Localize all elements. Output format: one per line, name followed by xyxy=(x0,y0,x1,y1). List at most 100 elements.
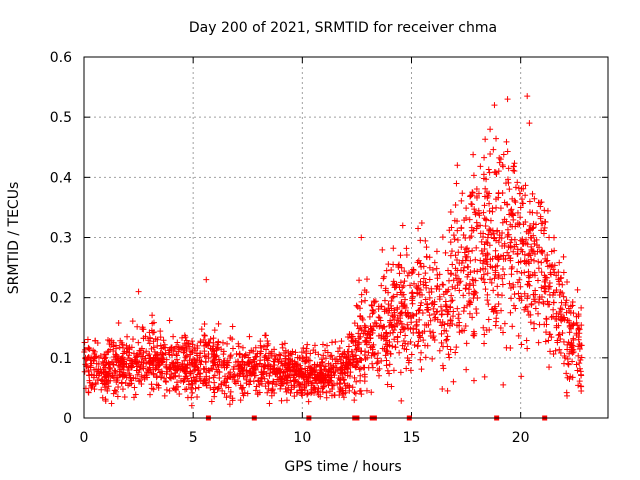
data-point xyxy=(197,350,204,357)
data-point xyxy=(497,324,504,331)
data-point xyxy=(162,378,169,385)
data-point xyxy=(346,373,353,380)
data-point xyxy=(487,126,494,133)
data-point xyxy=(236,351,243,358)
data-point xyxy=(530,291,537,298)
data-point xyxy=(296,383,303,390)
data-point xyxy=(101,355,108,362)
data-point xyxy=(402,332,409,339)
data-point xyxy=(291,360,298,367)
data-point xyxy=(473,244,480,251)
data-point xyxy=(478,275,485,282)
data-point xyxy=(486,169,493,176)
data-point xyxy=(506,211,513,218)
data-point xyxy=(154,351,161,358)
data-point xyxy=(329,356,336,363)
data-point xyxy=(157,328,164,335)
data-point xyxy=(474,268,481,275)
data-point xyxy=(271,390,278,397)
data-point xyxy=(390,367,397,374)
data-point xyxy=(500,381,507,388)
data-point xyxy=(338,370,345,377)
data-point xyxy=(361,364,368,371)
data-point xyxy=(207,335,214,342)
data-point xyxy=(94,376,101,383)
data-point xyxy=(377,317,384,324)
data-point xyxy=(410,325,417,332)
data-point xyxy=(555,322,562,329)
data-point xyxy=(486,242,493,249)
data-point xyxy=(448,270,455,277)
data-point xyxy=(451,236,458,243)
data-point xyxy=(535,258,542,265)
data-point xyxy=(487,150,494,157)
data-point xyxy=(198,326,205,333)
data-point xyxy=(453,344,460,351)
data-point xyxy=(84,336,91,343)
data-point xyxy=(135,361,142,368)
data-point xyxy=(401,268,408,275)
data-point xyxy=(574,286,581,293)
data-point xyxy=(339,351,346,358)
data-point xyxy=(279,362,286,369)
data-point xyxy=(489,255,496,262)
data-point xyxy=(569,374,576,381)
data-point xyxy=(132,391,139,398)
data-point xyxy=(148,345,155,352)
data-point xyxy=(256,382,263,389)
data-point xyxy=(368,302,375,309)
data-point xyxy=(255,377,262,384)
data-point xyxy=(235,365,242,372)
data-point xyxy=(399,222,406,229)
data-point xyxy=(573,361,580,368)
data-point xyxy=(431,311,438,318)
data-point xyxy=(361,287,368,294)
data-point xyxy=(503,344,510,351)
data-point xyxy=(557,349,564,356)
data-point xyxy=(564,279,571,286)
data-point xyxy=(446,227,453,234)
data-point xyxy=(182,386,189,393)
data-point xyxy=(134,358,141,365)
data-point xyxy=(172,367,179,374)
data-point xyxy=(362,324,369,331)
data-point xyxy=(396,270,403,277)
data-point xyxy=(92,337,99,344)
data-point xyxy=(417,356,424,363)
data-point xyxy=(534,248,541,255)
data-point xyxy=(550,351,557,358)
data-point xyxy=(278,397,285,404)
data-point xyxy=(352,363,359,370)
data-point xyxy=(482,286,489,293)
data-point xyxy=(357,372,364,379)
y-tick-label: 0.6 xyxy=(50,50,72,66)
data-point xyxy=(102,373,109,380)
data-point xyxy=(563,370,570,377)
data-point xyxy=(148,327,155,334)
data-point xyxy=(378,357,385,364)
data-point xyxy=(451,217,458,224)
data-point xyxy=(570,320,577,327)
data-point xyxy=(140,335,147,342)
data-point xyxy=(546,279,553,286)
data-point xyxy=(337,377,344,384)
data-point xyxy=(401,303,408,310)
data-point xyxy=(415,338,422,345)
data-point xyxy=(352,342,359,349)
data-point xyxy=(403,346,410,353)
data-point xyxy=(352,352,359,359)
data-point xyxy=(556,346,563,353)
data-point xyxy=(351,397,358,404)
data-point xyxy=(339,390,346,397)
data-point xyxy=(455,311,462,318)
data-point xyxy=(526,282,533,289)
data-point xyxy=(90,357,97,364)
data-point xyxy=(342,385,349,392)
data-point xyxy=(214,341,221,348)
data-point xyxy=(426,312,433,319)
data-point xyxy=(442,288,449,295)
data-point xyxy=(481,331,488,338)
data-point xyxy=(227,393,234,400)
data-point xyxy=(190,374,197,381)
data-point xyxy=(425,306,432,313)
